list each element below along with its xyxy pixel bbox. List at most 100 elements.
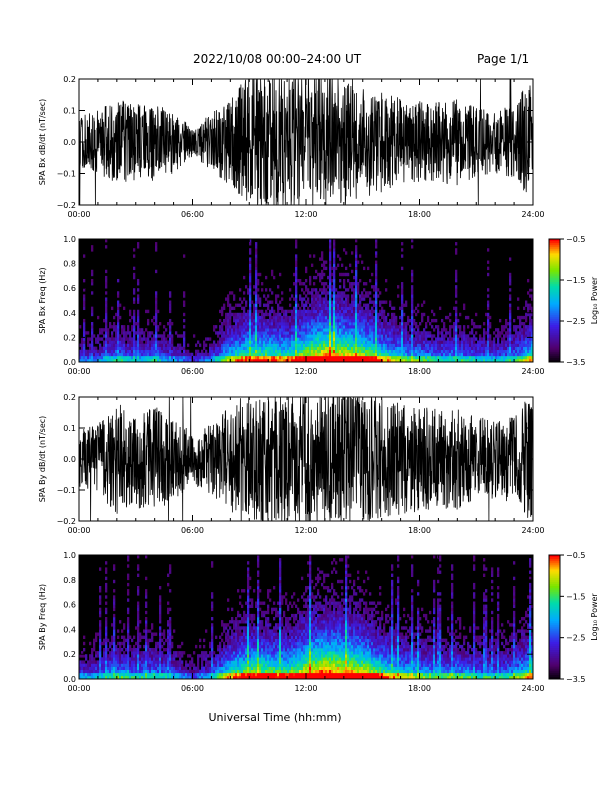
spectrogram-cell: [167, 632, 170, 636]
spectrogram-cell: [227, 303, 230, 307]
spectrogram-cell: [97, 654, 100, 658]
spectrogram-cell: [437, 340, 440, 344]
spectrogram-cell: [349, 340, 352, 344]
spectrogram-cell: [157, 663, 160, 667]
spectrogram-cell: [167, 648, 170, 652]
spectrogram-cell: [227, 312, 230, 317]
spectrogram-cell: [421, 318, 424, 323]
spectrogram-cell: [387, 343, 390, 347]
spectrogram-cell: [137, 620, 140, 624]
spectrogram-cell: [353, 288, 356, 292]
spectrogram-cell: [319, 257, 322, 261]
spectrogram-cell: [213, 663, 216, 667]
spectrogram-cell: [119, 641, 122, 646]
spectrogram-cell: [233, 632, 236, 636]
spectrogram-cell: [117, 675, 120, 680]
spectrogram-cell: [401, 343, 404, 347]
spectrogram-cell: [483, 337, 486, 341]
spectrogram-cell: [265, 318, 268, 323]
spectrogram-cell: [415, 358, 418, 363]
spectrogram-cell: [309, 318, 312, 323]
y-tick-label: 0.2: [63, 333, 76, 342]
spectrogram-cell: [229, 306, 232, 311]
spectrogram-cell: [455, 312, 458, 317]
spectrogram-cell: [311, 328, 314, 332]
spectrogram-cell: [221, 346, 224, 351]
spectrogram-cell: [103, 638, 106, 643]
spectrogram-cell: [205, 669, 208, 674]
spectrogram-cell: [231, 629, 234, 633]
spectrogram-cell: [371, 312, 374, 317]
spectrogram-cell: [455, 349, 458, 354]
spectrogram-cell: [183, 672, 186, 677]
spectrogram-cell: [239, 343, 242, 347]
spectrogram-cell: [99, 567, 102, 571]
spectrogram-cell: [435, 358, 438, 363]
spectrogram-cell: [161, 349, 164, 354]
spectrogram-cell: [301, 352, 304, 357]
spectrogram-cell: [419, 349, 422, 354]
spectrogram-cell: [377, 294, 380, 298]
spectrogram-cell: [255, 343, 258, 347]
spectrogram-cell: [101, 337, 104, 341]
spectrogram-cell: [155, 300, 158, 304]
spectrogram-cell: [135, 651, 138, 655]
spectrogram-cell: [79, 349, 82, 354]
spectrogram-cell: [239, 651, 242, 655]
spectrogram-cell: [443, 325, 446, 329]
spectrogram-cell: [293, 325, 296, 329]
spectrogram-cell: [245, 352, 248, 357]
spectrogram-cell: [249, 358, 252, 363]
y-tick-label: 0.2: [63, 75, 76, 84]
spectrogram-cell: [127, 657, 130, 661]
colorbar-swatch: [549, 339, 560, 342]
spectrogram-cell: [291, 337, 294, 341]
spectrogram-cell: [321, 300, 324, 304]
spectrogram-cell: [331, 300, 334, 304]
spectrogram-cell: [323, 309, 326, 314]
spectrogram-cell: [427, 343, 430, 347]
spectrogram-cell: [167, 573, 170, 577]
spectrogram-cell: [453, 355, 456, 360]
spectrogram-cell: [411, 272, 414, 277]
spectrogram-cell: [531, 294, 534, 298]
spectrogram-cell: [155, 328, 158, 332]
spectrogram-cell: [117, 334, 120, 338]
spectrogram-cell: [253, 346, 256, 351]
spectrogram-cell: [337, 318, 340, 323]
spectrogram-cell: [361, 325, 364, 329]
spectrogram-cell: [159, 675, 162, 680]
spectrogram-cell: [333, 269, 336, 274]
spectrogram-cell: [241, 648, 244, 652]
spectrogram-cell: [251, 337, 254, 341]
spectrogram-cell: [497, 349, 500, 354]
spectrogram-cell: [243, 666, 246, 670]
spectrogram-cell: [217, 675, 220, 680]
spectrogram-cell: [167, 355, 170, 360]
spectrogram-cell: [261, 288, 264, 292]
spectrogram-cell: [337, 343, 340, 347]
spectrogram-cell: [319, 278, 322, 283]
spectrogram-cell: [159, 617, 162, 621]
spectrogram-cell: [269, 288, 272, 292]
spectrogram-cell: [267, 306, 270, 311]
spectrogram-cell: [111, 334, 114, 338]
spectrogram-cell: [487, 331, 490, 335]
spectrogram-cell: [303, 312, 306, 317]
x-tick-label: 24:00: [521, 210, 544, 219]
spectrogram-cell: [327, 349, 330, 354]
spectrogram-cell: [343, 294, 346, 298]
spectrogram-cell: [331, 352, 334, 357]
spectrogram-cell: [407, 343, 410, 347]
spectrogram-cell: [463, 334, 466, 338]
spectrogram-cell: [215, 654, 218, 658]
spectrogram-cell: [297, 318, 300, 323]
spectrogram-cell: [493, 349, 496, 354]
spectrogram-cell: [323, 282, 326, 286]
spectrogram-cell: [415, 334, 418, 338]
spectrogram-cell: [427, 349, 430, 354]
spectrogram-cell: [499, 358, 502, 363]
spectrogram-cell: [343, 328, 346, 332]
spectrogram-cell: [505, 346, 508, 351]
spectrogram-cell: [233, 331, 236, 335]
